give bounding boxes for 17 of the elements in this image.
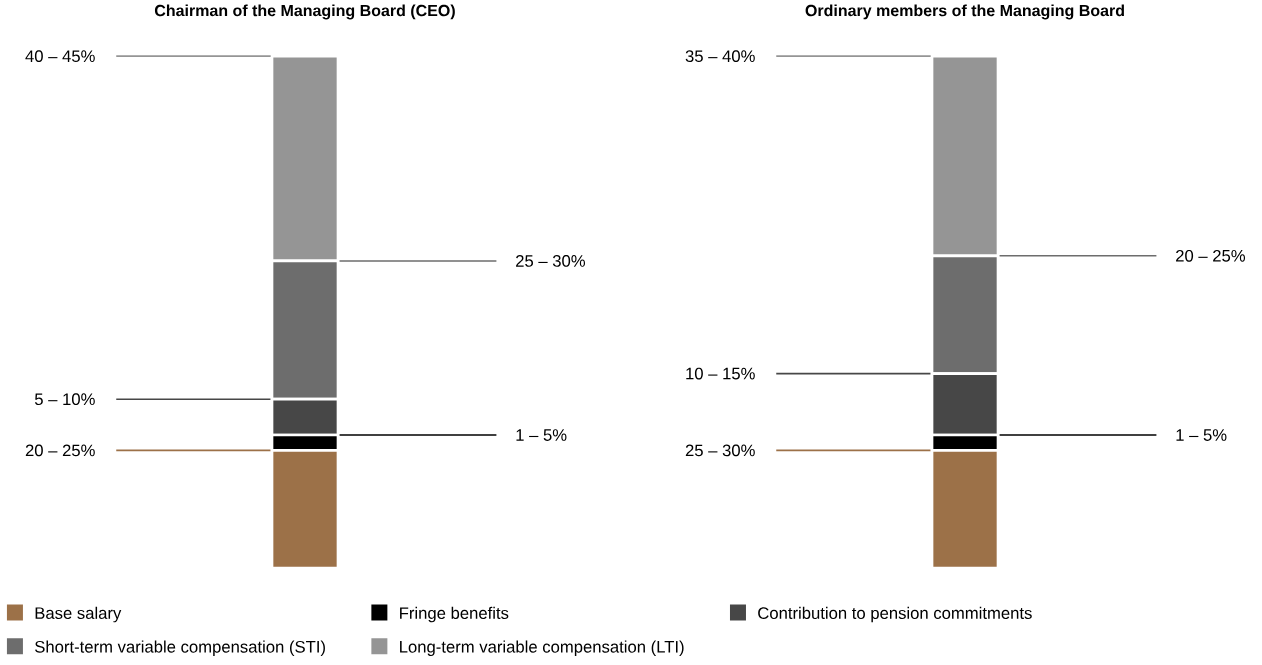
legend-label: Fringe benefits: [400, 606, 509, 623]
legend-label: Long-term variable compensation (LTI): [400, 640, 684, 656]
text: 35 – 40%: [685, 50, 755, 62]
text: 40 – 45%: [25, 50, 95, 62]
legend-label: Contribution to pension commitments: [758, 606, 1032, 623]
text: 5 – 10%: [34, 393, 95, 406]
chart-title: Ordinary members of the Managing Board: [805, 4, 1124, 20]
text: 10 – 15%: [686, 367, 755, 380]
legend-label: Base salary: [35, 606, 122, 623]
text: 1 – 5%: [516, 429, 567, 441]
legend-label: Short-term variable compensation (STI): [35, 640, 325, 656]
text: 20 – 25%: [25, 444, 95, 457]
text: 20 – 25%: [1176, 249, 1246, 262]
chart-title: Chairman of the Managing Board (CEO): [154, 4, 455, 20]
text: 25 – 30%: [685, 444, 755, 457]
text: 1 – 5%: [1176, 429, 1227, 441]
text: 25 – 30%: [516, 254, 586, 267]
